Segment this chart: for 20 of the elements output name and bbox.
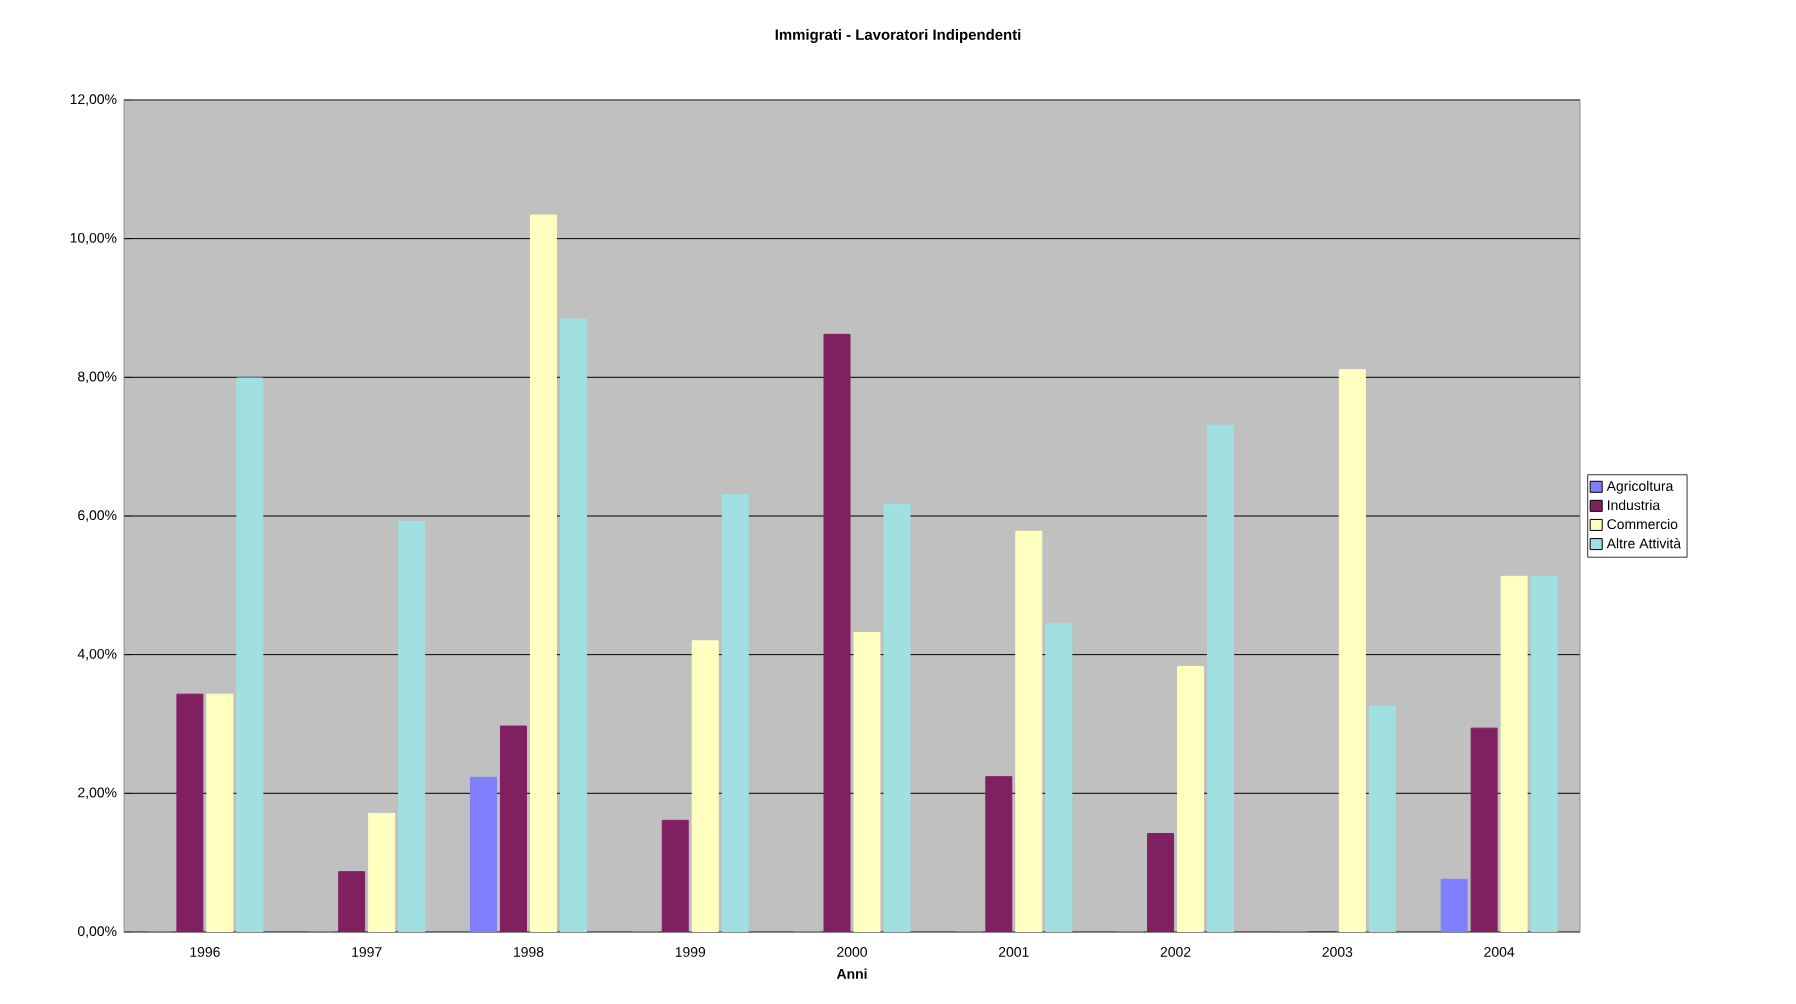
bar <box>853 631 881 932</box>
bar <box>559 318 587 932</box>
bar <box>1177 665 1205 932</box>
bar <box>1207 424 1235 932</box>
bar <box>398 521 426 932</box>
bar <box>529 214 557 932</box>
bar <box>721 493 749 932</box>
bar <box>883 503 911 932</box>
bar <box>1500 575 1528 932</box>
bar <box>1045 622 1073 932</box>
bar <box>236 377 264 932</box>
bar <box>1338 369 1366 932</box>
bar <box>1368 705 1396 932</box>
bar <box>368 812 396 932</box>
bar <box>691 640 719 932</box>
bar <box>1440 878 1468 932</box>
bar <box>1015 530 1043 932</box>
bar <box>469 776 497 932</box>
bar <box>206 693 234 932</box>
bar <box>1530 575 1558 932</box>
